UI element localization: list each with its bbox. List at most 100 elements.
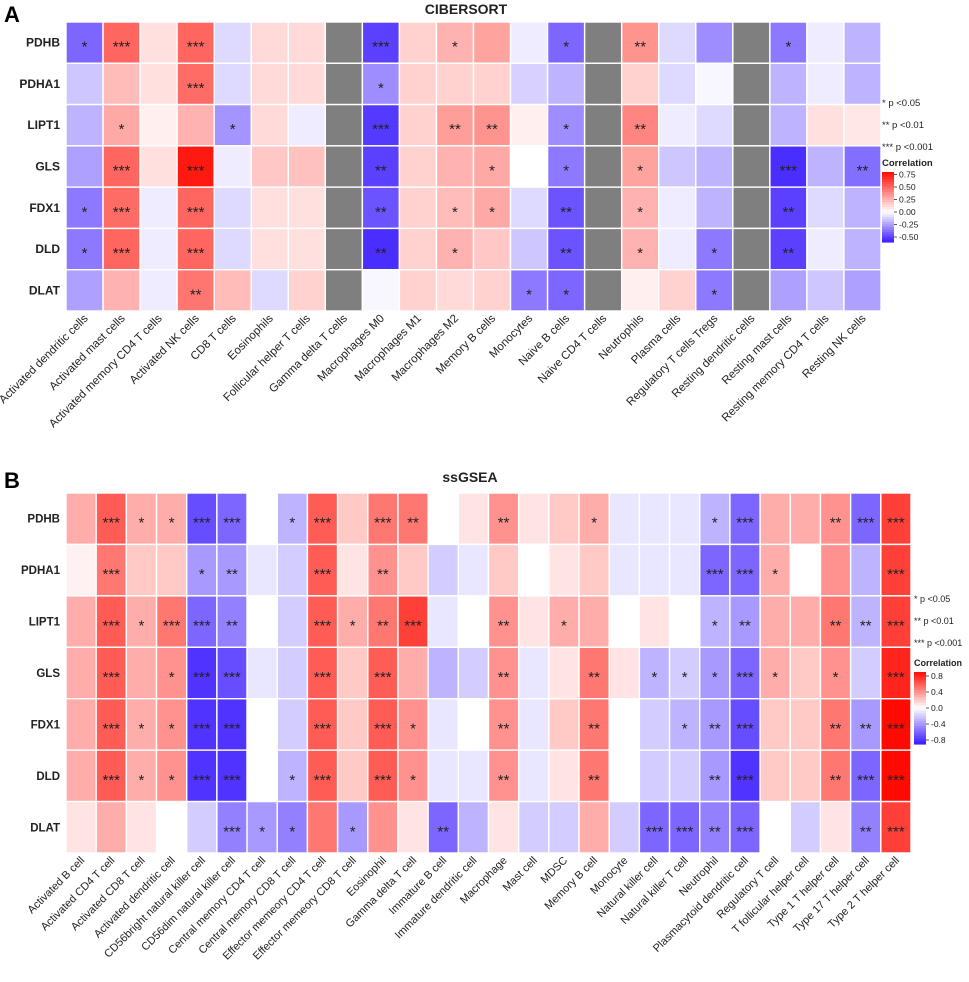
panel-a-title: CIBERSORT (425, 1, 508, 17)
legend-swatch (914, 708, 926, 712)
legend-swatch (914, 697, 926, 701)
significance-mark: ** (377, 618, 389, 635)
legend-swatch (914, 695, 926, 699)
legend-swatch (914, 690, 926, 694)
significance-mark: * (652, 669, 658, 686)
heatmap-cell (435, 269, 475, 312)
heatmap-cell (65, 749, 97, 803)
heatmap-cell (806, 186, 845, 230)
legend-tick-label: -0.25 (899, 220, 919, 230)
significance-mark: ** (709, 772, 721, 789)
legend-swatch (882, 224, 894, 228)
significance-mark: *** (887, 618, 905, 635)
heatmap-cell (287, 103, 327, 147)
legend-swatch (882, 182, 894, 186)
heatmap-cell (216, 492, 248, 546)
significance-mark: *** (187, 39, 205, 56)
significance-mark: ** (498, 669, 510, 686)
heatmap-cell (729, 646, 761, 700)
sig-note: * p <0.05 (882, 98, 920, 109)
legend-swatch (882, 194, 894, 198)
significance-mark: *** (314, 772, 332, 789)
heatmap-cell (367, 698, 399, 751)
significance-mark: ** (407, 515, 419, 532)
panel-b-color-legend: Correlation 0.8 0.4 0.0 -0.4 -0.8 (914, 658, 962, 745)
legend-swatch (914, 677, 926, 681)
heatmap-cell (759, 800, 791, 854)
heatmap-cell (658, 103, 697, 147)
heatmap-cell (759, 543, 791, 597)
heatmap-cell (732, 269, 771, 312)
significance-mark: *** (113, 204, 131, 221)
significance-mark: *** (103, 566, 121, 583)
significance-mark: * (772, 669, 778, 686)
heatmap-cell (216, 595, 248, 648)
heatmap-cell (583, 145, 623, 188)
significance-mark: * (526, 286, 532, 303)
heatmap-cell (472, 145, 512, 188)
heatmap-cell (306, 646, 339, 700)
heatmap-cell (246, 543, 278, 597)
significance-mark: * (682, 720, 688, 737)
heatmap-cell (155, 543, 188, 597)
significance-mark: * (637, 163, 643, 180)
heatmap-cell (546, 186, 586, 230)
heatmap-cell (668, 492, 701, 546)
legend-swatch (882, 212, 894, 216)
heatmap-cell (849, 646, 882, 700)
significance-mark: *** (314, 515, 332, 532)
significance-mark: *** (187, 163, 205, 180)
heatmap-cell (620, 21, 660, 64)
heatmap-cell (361, 103, 401, 147)
heatmap-cell (699, 698, 731, 751)
heatmap-cell (287, 227, 327, 271)
significance-mark: ** (449, 121, 461, 138)
legend-swatch (882, 199, 894, 203)
heatmap-cell (213, 186, 252, 230)
significance-mark: * (350, 618, 356, 635)
heatmap-cell (509, 227, 549, 271)
legend-swatch (882, 209, 894, 213)
heatmap-cell (487, 543, 520, 597)
heatmap-cell (95, 646, 128, 700)
significance-mark: * (712, 515, 718, 532)
panel-a-row-labels: PDHB PDHA1 LIPT1 GLS FDX1 DLD DLAT (19, 36, 60, 298)
significance-mark: *** (193, 515, 211, 532)
column-label: Resting NK cells (800, 312, 868, 380)
heatmap-cell (668, 698, 701, 751)
significance-mark: *** (103, 515, 121, 532)
heatmap-cell (287, 62, 327, 106)
heatmap-cell (789, 749, 822, 803)
heatmap-cell (759, 749, 791, 803)
heatmap-cell (819, 698, 852, 751)
heatmap-cell (336, 595, 369, 648)
heatmap-cell (398, 62, 438, 106)
significance-mark: *** (887, 515, 905, 532)
panel-a-significance-marks: * *** *** *** * * ** **** ** * *** ** ** * ***** *** ** *… (82, 39, 869, 304)
heatmap-cell (668, 543, 701, 597)
heatmap-cell (843, 145, 882, 188)
significance-mark: * (682, 669, 688, 686)
significance-mark: * (139, 772, 145, 789)
row-label: FDX1 (29, 201, 60, 215)
row-label: GLS (36, 668, 60, 680)
legend-swatch (882, 229, 894, 233)
heatmap-cell (789, 800, 822, 854)
heatmap-cell (880, 595, 912, 648)
heatmap-cell (583, 103, 623, 147)
significance-mark: *** (887, 669, 905, 686)
heatmap-cell (186, 492, 218, 546)
heatmap-cell (457, 698, 490, 751)
heatmap-cell (819, 595, 852, 648)
legend-tick-label: 0.4 (931, 687, 943, 697)
significance-mark: *** (113, 163, 131, 180)
heatmap-cell (95, 749, 128, 803)
heatmap-cell (213, 269, 252, 312)
heatmap-cell (880, 543, 912, 597)
panel-b-row-labels: PDHB PDHA1 LIPT1 GLS FDX1 DLD DLAT (21, 514, 61, 835)
significance-mark: * (199, 566, 205, 583)
significance-mark: * (289, 823, 295, 840)
heatmap-cell (658, 145, 697, 188)
legend-swatch (882, 192, 894, 196)
